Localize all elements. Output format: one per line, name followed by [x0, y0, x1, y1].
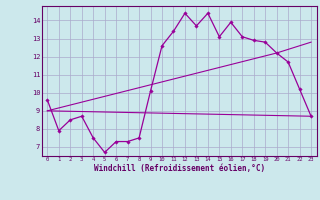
X-axis label: Windchill (Refroidissement éolien,°C): Windchill (Refroidissement éolien,°C): [94, 164, 265, 173]
